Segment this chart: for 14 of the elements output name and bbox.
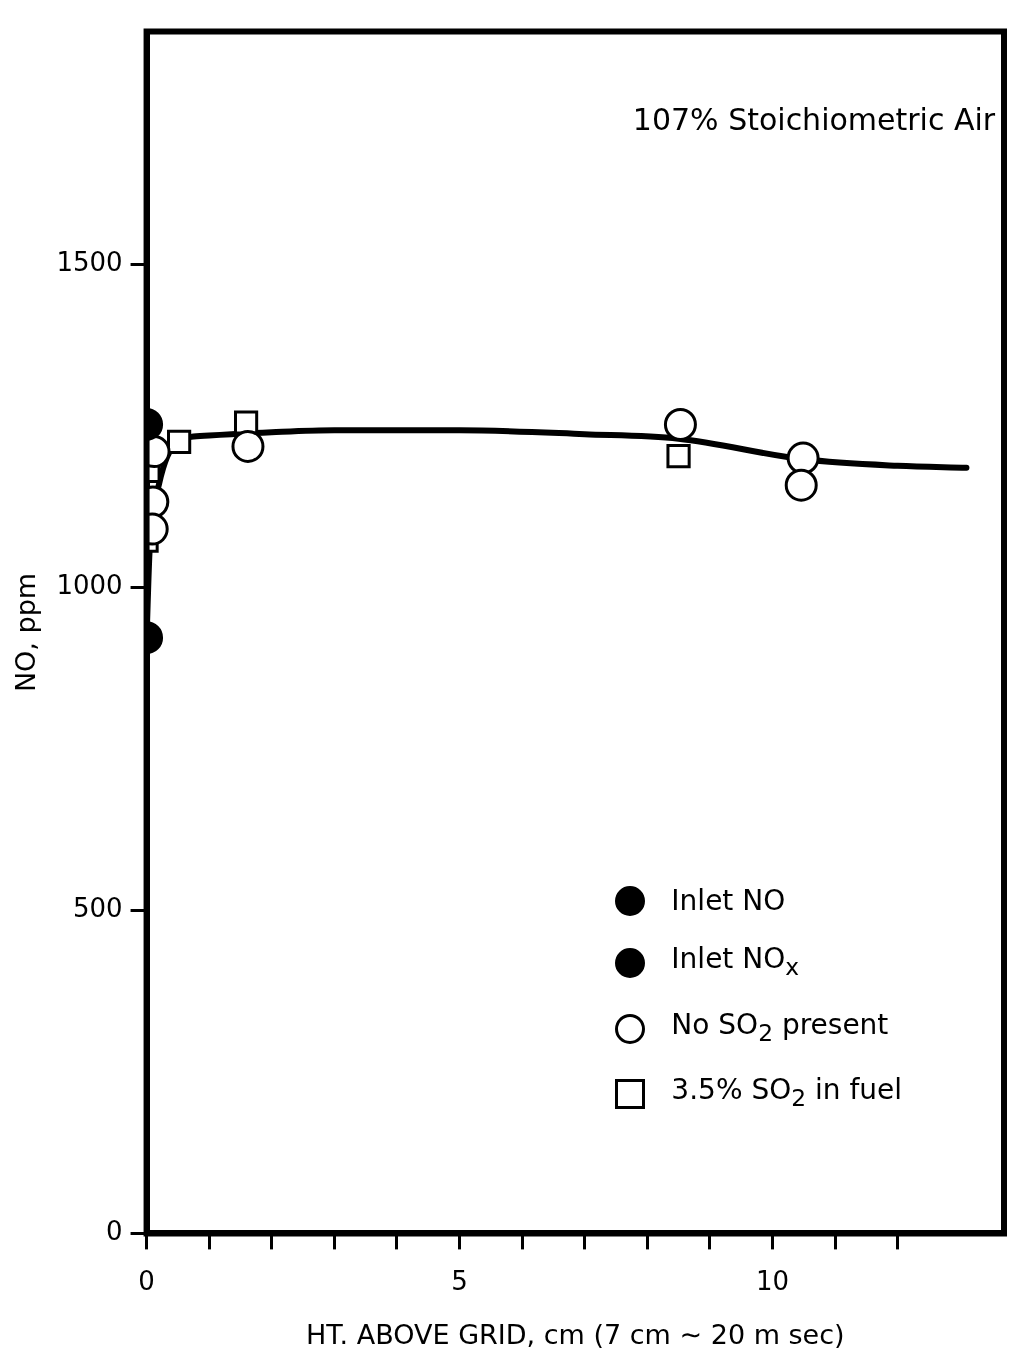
x-tick-label: 10	[755, 1265, 789, 1296]
y-tick-label: 1000	[56, 570, 123, 601]
y-tick-label: 1500	[56, 246, 123, 277]
legend-label: Inlet NO	[671, 883, 786, 920]
annotation: 107% Stoichiometric Air	[631, 101, 997, 139]
x-axis-title: HT. ABOVE GRID, cm (7 cm ∼ 20 m sec)	[305, 1318, 845, 1350]
x-tick-label: 5	[451, 1265, 468, 1296]
y-tick-label: 0	[106, 1216, 123, 1247]
legend-label: 3.5% SO$_{2}$ in fuel	[671, 1072, 902, 1114]
y-tick-label: 500	[72, 893, 123, 924]
legend-label: No SO$_{2}$ present	[671, 1006, 889, 1049]
x-tick-label: 0	[138, 1265, 155, 1296]
legend-label: Inlet NO$_{x}$	[671, 941, 800, 983]
y-axis-title: NO, ppm	[10, 572, 42, 693]
